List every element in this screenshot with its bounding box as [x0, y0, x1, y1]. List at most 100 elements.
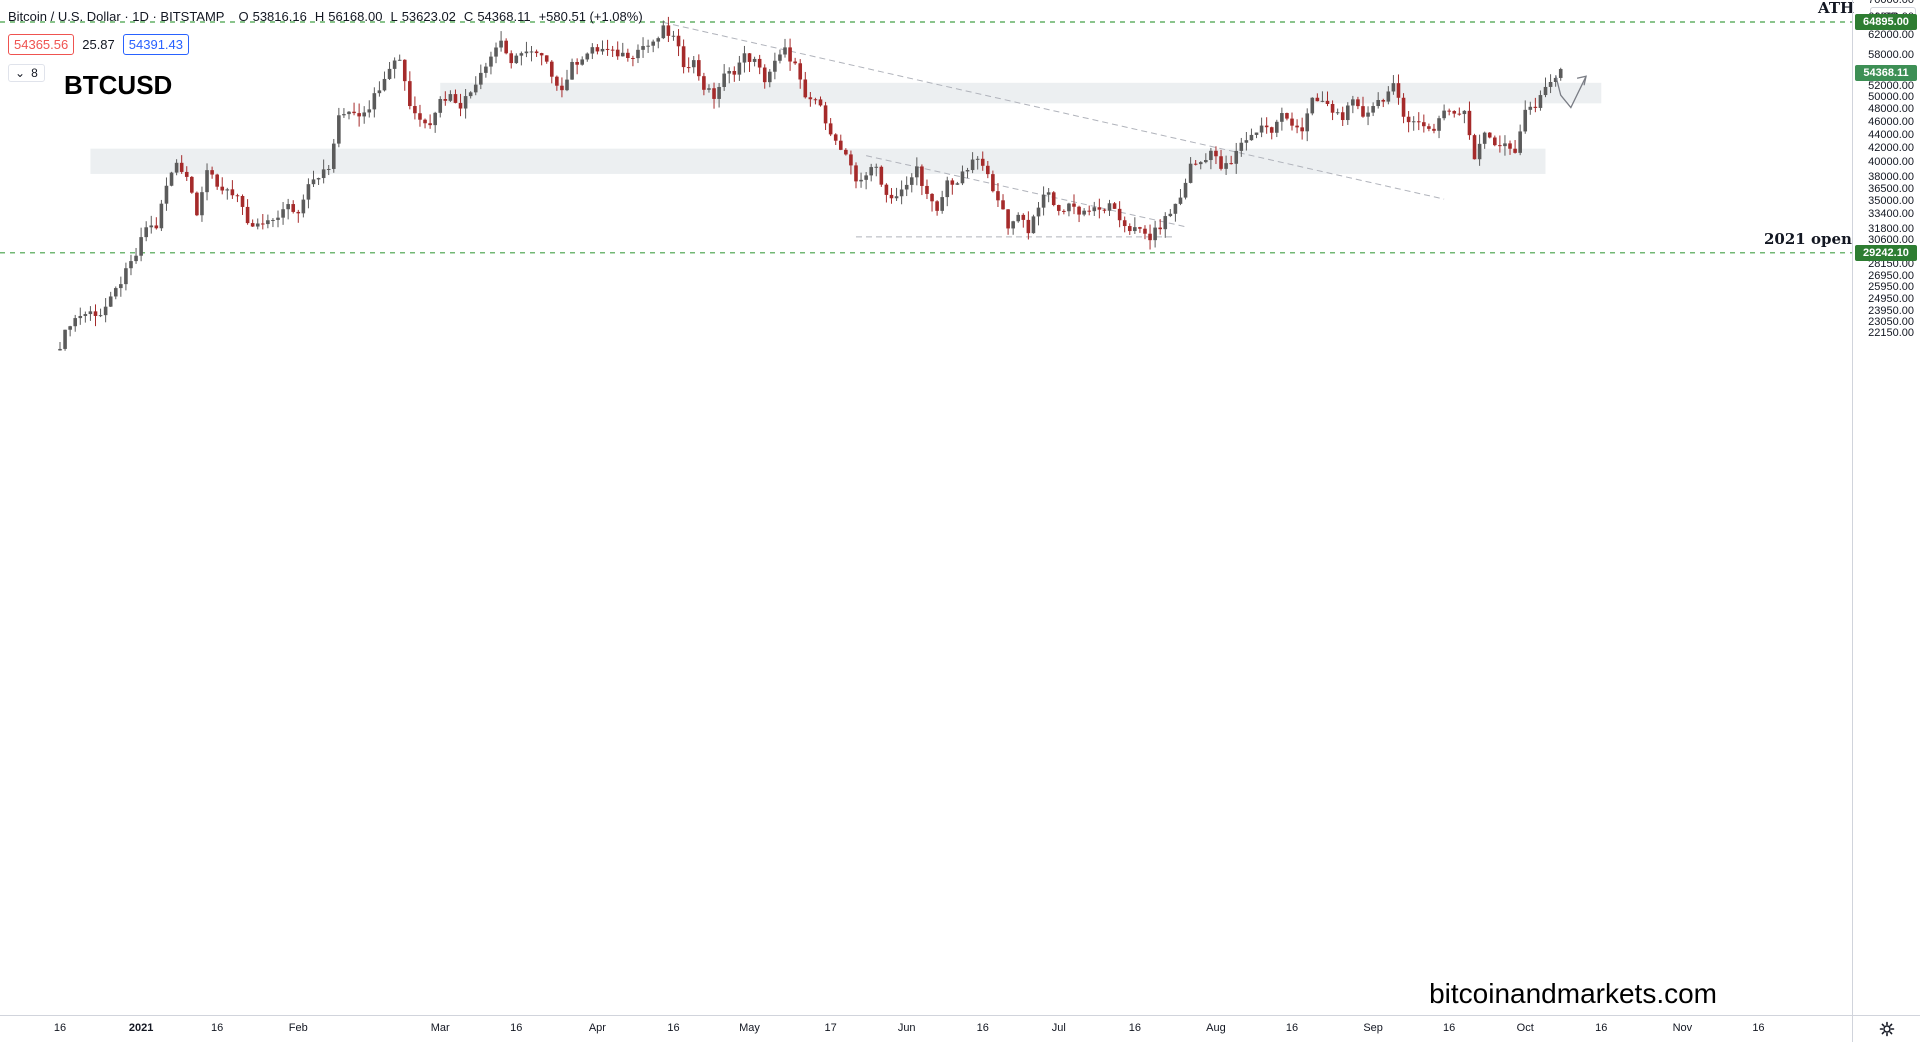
- candle-body: [1533, 106, 1538, 108]
- indicators-toggle[interactable]: ⌄ 8: [8, 64, 45, 82]
- candle-body: [443, 98, 448, 101]
- high-value: 56168.00: [328, 9, 383, 24]
- candle-body: [1503, 143, 1507, 147]
- price-axis[interactable]: USD ⌄ 78000.0074000.0070000.0066000.0062…: [1852, 0, 1920, 1015]
- candle-body: [935, 201, 939, 211]
- candle-body: [418, 113, 422, 120]
- candle-body: [1361, 106, 1365, 117]
- candle-body: [210, 170, 214, 175]
- close-label: C: [463, 9, 474, 24]
- price-tick-label: 35000.00: [1868, 194, 1914, 207]
- candle-body: [1295, 125, 1299, 128]
- candle: [1391, 75, 1396, 95]
- candle: [1112, 202, 1117, 210]
- candle: [1254, 132, 1259, 139]
- candle: [367, 100, 372, 118]
- time-tick-label: 16: [211, 1022, 224, 1034]
- candle-body: [691, 60, 696, 68]
- candle: [1452, 110, 1457, 118]
- candle-body: [1077, 206, 1081, 215]
- candle: [975, 156, 980, 170]
- candle: [387, 62, 392, 80]
- candle-body: [1259, 125, 1264, 133]
- candle: [1467, 101, 1472, 140]
- candle: [88, 306, 93, 321]
- chart-settings-button[interactable]: [1852, 1015, 1920, 1042]
- candle-body: [712, 88, 716, 99]
- candle-body: [473, 84, 478, 93]
- candle: [448, 90, 453, 102]
- candle: [1249, 128, 1254, 141]
- buy-price-button[interactable]: 54391.43: [122, 34, 190, 55]
- candle: [1021, 213, 1026, 228]
- candle: [1178, 189, 1183, 206]
- candle: [504, 38, 508, 55]
- time-tick-label: Jul: [1051, 1022, 1066, 1034]
- candle: [1447, 108, 1451, 116]
- candle-body: [195, 192, 199, 216]
- candle: [1148, 224, 1152, 250]
- candle: [874, 163, 879, 177]
- candle: [889, 188, 894, 204]
- candle-body: [1325, 100, 1330, 104]
- candle-body: [1310, 97, 1315, 114]
- candle-body: [1493, 137, 1497, 146]
- time-axis[interactable]: 16 2021 16 Feb Mar 16 Apr 16 May 17 Jun 16 Jul 16 Aug 1…: [0, 1015, 1852, 1042]
- candle-body: [1087, 210, 1092, 212]
- candle-body: [742, 53, 747, 63]
- candle-body: [702, 76, 706, 90]
- candle-body: [1442, 110, 1446, 119]
- candle: [205, 163, 209, 201]
- candle-body: [139, 237, 143, 256]
- candle: [1107, 199, 1112, 216]
- candle: [879, 165, 884, 187]
- sell-price-button[interactable]: 54365.56: [8, 34, 75, 55]
- candle-body: [499, 40, 503, 48]
- candle-body: [925, 185, 929, 194]
- candle-body: [788, 47, 792, 62]
- candle-body: [1518, 131, 1522, 153]
- candle-body: [484, 66, 488, 73]
- candle-body: [174, 162, 179, 173]
- candle-body: [879, 166, 884, 185]
- candle: [560, 77, 564, 98]
- candle-body: [676, 35, 681, 47]
- candle-body: [362, 112, 366, 117]
- candle-body: [519, 53, 524, 56]
- time-tick-label: 16: [1443, 1022, 1456, 1034]
- candle-body: [281, 209, 285, 218]
- candle-body: [1523, 109, 1528, 132]
- candlestick-chart[interactable]: [0, 0, 1852, 1015]
- projection-layer: [1555, 75, 1587, 109]
- candle: [768, 69, 772, 88]
- candle-body: [205, 170, 209, 193]
- candle-body: [347, 111, 351, 115]
- candle: [169, 171, 174, 187]
- candle-body: [818, 99, 823, 106]
- candle: [1330, 100, 1335, 121]
- candle-body: [651, 41, 655, 46]
- candle: [1067, 202, 1071, 217]
- candle: [519, 51, 524, 66]
- candle: [1493, 135, 1497, 147]
- candle: [458, 93, 463, 117]
- candle-body: [1102, 209, 1107, 211]
- candle: [58, 341, 62, 351]
- candle: [1219, 149, 1223, 171]
- time-tick-label: 16: [976, 1022, 989, 1034]
- price-tick-label: 40000.00: [1868, 156, 1914, 169]
- candle-body: [83, 314, 88, 316]
- candle: [986, 160, 990, 179]
- candle-body: [58, 348, 62, 351]
- candle: [73, 314, 78, 332]
- candle-body: [1548, 81, 1553, 87]
- candle: [991, 170, 995, 193]
- candle: [514, 53, 519, 65]
- candle-body: [1269, 127, 1274, 133]
- candle: [691, 56, 696, 74]
- candle: [291, 200, 296, 214]
- candle: [1102, 208, 1107, 214]
- candle-body: [970, 159, 975, 171]
- candle: [580, 56, 585, 66]
